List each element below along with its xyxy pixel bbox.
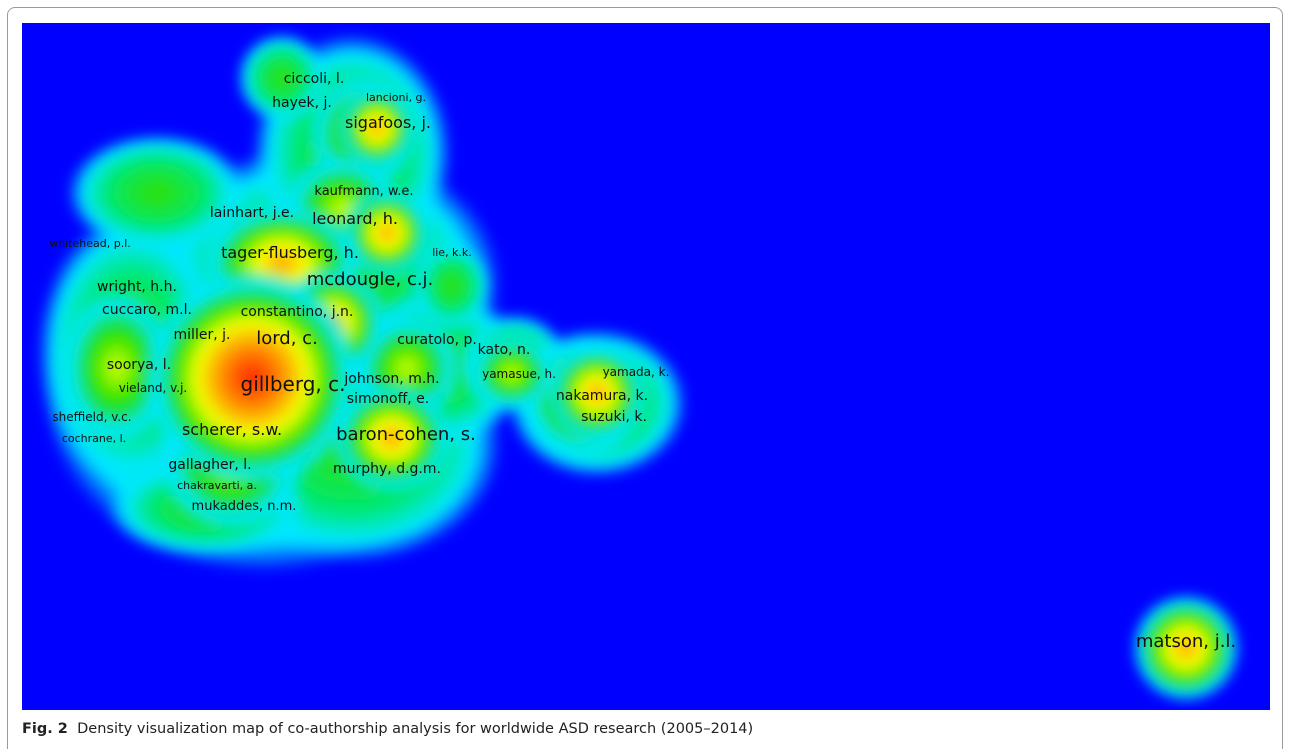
author-label: soorya, l.: [107, 357, 171, 373]
author-label: lie, k.k.: [432, 246, 472, 259]
author-label: kato, n.: [478, 342, 531, 358]
author-label: baron-cohen, s.: [336, 424, 476, 445]
author-label: cuccaro, m.l.: [102, 302, 192, 318]
author-label: cochrane, l.: [62, 432, 126, 445]
author-label: hayek, j.: [272, 95, 332, 111]
author-label: sigafoos, j.: [345, 113, 431, 132]
author-label: murphy, d.g.m.: [333, 461, 441, 477]
author-label: gillberg, c.: [241, 372, 346, 396]
author-label: matson, j.l.: [1136, 631, 1236, 652]
author-label: simonoff, e.: [347, 391, 429, 407]
author-label: tager-flusberg, h.: [221, 243, 359, 262]
author-label: whitehead, p.l.: [49, 237, 131, 250]
author-label: scherer, s.w.: [182, 420, 282, 439]
author-label: lainhart, j.e.: [210, 205, 294, 221]
author-label: vieland, v.j.: [119, 381, 188, 395]
author-label: yamasue, h.: [482, 367, 556, 381]
figure-label: Fig. 2: [22, 721, 68, 737]
author-label: chakravarti, a.: [177, 479, 257, 492]
density-map: ciccoli, l. hayek, j. lancioni, g. sigafoos…: [22, 23, 1270, 710]
author-label: nakamura, k.: [556, 388, 648, 404]
author-label: wright, h.h.: [97, 279, 177, 295]
author-label: kaufmann, w.e.: [314, 184, 413, 199]
author-label: miller, j.: [174, 327, 231, 343]
density-map-canvas: ciccoli, l. hayek, j. lancioni, g. sigafoos…: [22, 23, 1270, 710]
author-label: leonard, h.: [312, 209, 398, 228]
author-label: suzuki, k.: [581, 409, 647, 425]
author-labels: ciccoli, l. hayek, j. lancioni, g. sigafoos…: [49, 71, 1236, 652]
author-label: ciccoli, l.: [284, 71, 345, 87]
author-label: johnson, m.h.: [343, 371, 439, 387]
author-label: gallagher, l.: [168, 457, 251, 473]
author-label: lord, c.: [256, 328, 318, 349]
author-label: mcdougle, c.j.: [307, 269, 434, 290]
author-label: mukaddes, n.m.: [192, 499, 297, 514]
density-layer: [37, 33, 1241, 703]
author-label: constantino, j.n.: [241, 304, 354, 320]
author-label: sheffield, v.c.: [52, 410, 131, 424]
figure-caption-text: Density visualization map of co-authorsh…: [77, 721, 754, 737]
figure-frame: [7, 7, 1283, 749]
figure-caption: Fig. 2 Density visualization map of co-a…: [22, 721, 753, 737]
author-label: lancioni, g.: [366, 91, 426, 104]
author-label: curatolo, p.: [397, 332, 477, 348]
author-label: yamada, k.: [603, 365, 670, 379]
